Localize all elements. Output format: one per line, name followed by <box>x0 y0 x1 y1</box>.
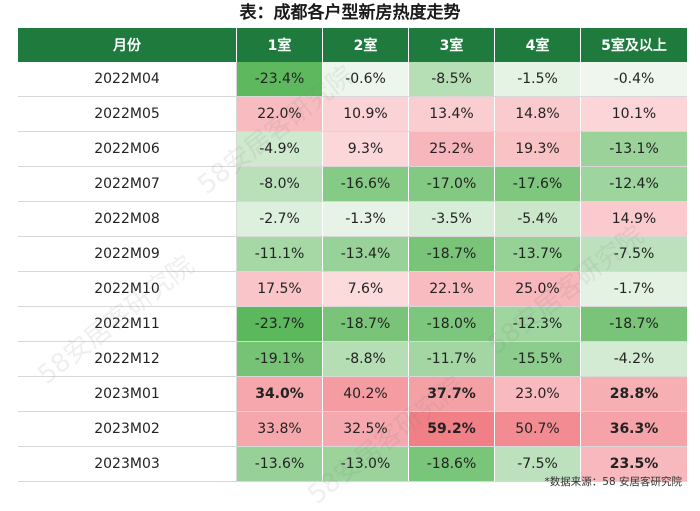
table-row: 2022M05 22.0% 10.9% 13.4% 14.8% 10.1% <box>18 96 687 132</box>
heat-cell: 34.0% <box>236 376 323 412</box>
heat-cell: -8.8% <box>322 341 409 377</box>
row-month-label: 2023M03 <box>18 446 237 482</box>
table-row: 2022M07 -8.0% -16.6% -17.0% -17.6% -12.4% <box>18 166 687 202</box>
heat-cell: 22.0% <box>236 96 323 132</box>
row-month-label: 2022M12 <box>18 341 237 377</box>
heat-cell: -0.4% <box>580 62 687 97</box>
heat-cell: 14.9% <box>580 201 687 237</box>
heat-cell: -1.5% <box>494 62 581 97</box>
table-row: 2022M09 -11.1% -13.4% -18.7% -13.7% -7.5% <box>18 236 687 272</box>
heat-cell: -4.2% <box>580 341 687 377</box>
heat-cell: 7.6% <box>322 271 409 307</box>
data-source: *数据来源：58 安居客研究院 <box>544 476 682 488</box>
heat-cell: -7.5% <box>494 446 581 482</box>
heat-cell: 10.9% <box>322 96 409 132</box>
table-row: 2023M01 34.0% 40.2% 37.7% 23.0% 28.8% <box>18 376 687 412</box>
row-month-label: 2022M08 <box>18 201 237 237</box>
heat-cell: -13.7% <box>494 236 581 272</box>
heat-cell: -12.4% <box>580 166 687 202</box>
heat-cell: -13.6% <box>236 446 323 482</box>
heat-cell: 14.8% <box>494 96 581 132</box>
heat-table: 月份 1室 2室 3室 4室 5室及以上 2022M04 -23.4% -0.6% -8.5% -… <box>18 28 687 482</box>
column-header: 4室 <box>494 28 581 62</box>
row-month-label: 2022M09 <box>18 236 237 272</box>
heat-cell: -12.3% <box>494 306 581 342</box>
row-month-label: 2022M04 <box>18 62 237 97</box>
row-month-label: 2022M11 <box>18 306 237 342</box>
heat-cell: 37.7% <box>408 376 495 412</box>
row-month-label: 2022M06 <box>18 131 237 167</box>
heat-cell: -18.7% <box>408 236 495 272</box>
column-header: 3室 <box>408 28 495 62</box>
column-header: 2室 <box>322 28 409 62</box>
table-row: 2023M03 -13.6% -13.0% -18.6% -7.5% 23.5% <box>18 446 687 482</box>
table-row: 2022M11 -23.7% -18.7% -18.0% -12.3% -18.7% <box>18 306 687 342</box>
heat-cell: -13.4% <box>322 236 409 272</box>
heat-cell: -13.1% <box>580 131 687 167</box>
heat-cell: -23.7% <box>236 306 323 342</box>
table-title: 表：成都各户型新房热度走势 <box>239 3 461 23</box>
heat-cell: -18.0% <box>408 306 495 342</box>
heat-cell: -8.0% <box>236 166 323 202</box>
heat-cell: -18.7% <box>580 306 687 342</box>
header-row: 月份 1室 2室 3室 4室 5室及以上 <box>18 28 687 62</box>
heat-cell: 25.2% <box>408 131 495 167</box>
heat-cell: 33.8% <box>236 411 323 447</box>
heat-cell: 36.3% <box>580 411 687 447</box>
heat-cell: -11.7% <box>408 341 495 377</box>
heat-cell: 17.5% <box>236 271 323 307</box>
heat-cell: -5.4% <box>494 201 581 237</box>
heat-cell: -3.5% <box>408 201 495 237</box>
table-row: 2022M06 -4.9% 9.3% 25.2% 19.3% -13.1% <box>18 131 687 167</box>
heat-cell: 23.5% <box>580 446 687 482</box>
table-row: 2022M04 -23.4% -0.6% -8.5% -1.5% -0.4% <box>18 62 687 97</box>
column-header-month: 月份 <box>18 28 237 62</box>
heat-cell: 19.3% <box>494 131 581 167</box>
row-month-label: 2023M02 <box>18 411 237 447</box>
table-row: 2022M10 17.5% 7.6% 22.1% 25.0% -1.7% <box>18 271 687 307</box>
table-row: 2022M08 -2.7% -1.3% -3.5% -5.4% 14.9% <box>18 201 687 237</box>
heat-cell: 13.4% <box>408 96 495 132</box>
row-month-label: 2023M01 <box>18 376 237 412</box>
row-month-label: 2022M10 <box>18 271 237 307</box>
heat-cell: -1.3% <box>322 201 409 237</box>
heat-cell: -19.1% <box>236 341 323 377</box>
heat-cell: 50.7% <box>494 411 581 447</box>
heat-cell: 25.0% <box>494 271 581 307</box>
column-header: 1室 <box>236 28 323 62</box>
heat-cell: -8.5% <box>408 62 495 97</box>
heat-cell: -1.7% <box>580 271 687 307</box>
heat-cell: 59.2% <box>408 411 495 447</box>
heat-cell: -15.5% <box>494 341 581 377</box>
heat-cell: -4.9% <box>236 131 323 167</box>
row-month-label: 2022M07 <box>18 166 237 202</box>
table-row: 2023M02 33.8% 32.5% 59.2% 50.7% 36.3% <box>18 411 687 447</box>
heat-cell: 10.1% <box>580 96 687 132</box>
heat-cell: -17.0% <box>408 166 495 202</box>
heat-cell: -18.6% <box>408 446 495 482</box>
heat-cell: -23.4% <box>236 62 323 97</box>
heat-cell: -11.1% <box>236 236 323 272</box>
heat-cell: 28.8% <box>580 376 687 412</box>
row-month-label: 2022M05 <box>18 96 237 132</box>
heat-cell: 9.3% <box>322 131 409 167</box>
table-body: 2022M04 -23.4% -0.6% -8.5% -1.5% -0.4% 2022M05… <box>18 62 687 482</box>
heat-cell: -17.6% <box>494 166 581 202</box>
heat-cell: 32.5% <box>322 411 409 447</box>
column-header: 5室及以上 <box>580 28 687 62</box>
heat-cell: -7.5% <box>580 236 687 272</box>
heat-cell: -13.0% <box>322 446 409 482</box>
heat-cell: 40.2% <box>322 376 409 412</box>
heat-cell: -2.7% <box>236 201 323 237</box>
heat-cell: 22.1% <box>408 271 495 307</box>
heat-cell: -0.6% <box>322 62 409 97</box>
heat-cell: -16.6% <box>322 166 409 202</box>
table-row: 2022M12 -19.1% -8.8% -11.7% -15.5% -4.2% <box>18 341 687 377</box>
heat-cell: 23.0% <box>494 376 581 412</box>
heat-cell: -18.7% <box>322 306 409 342</box>
